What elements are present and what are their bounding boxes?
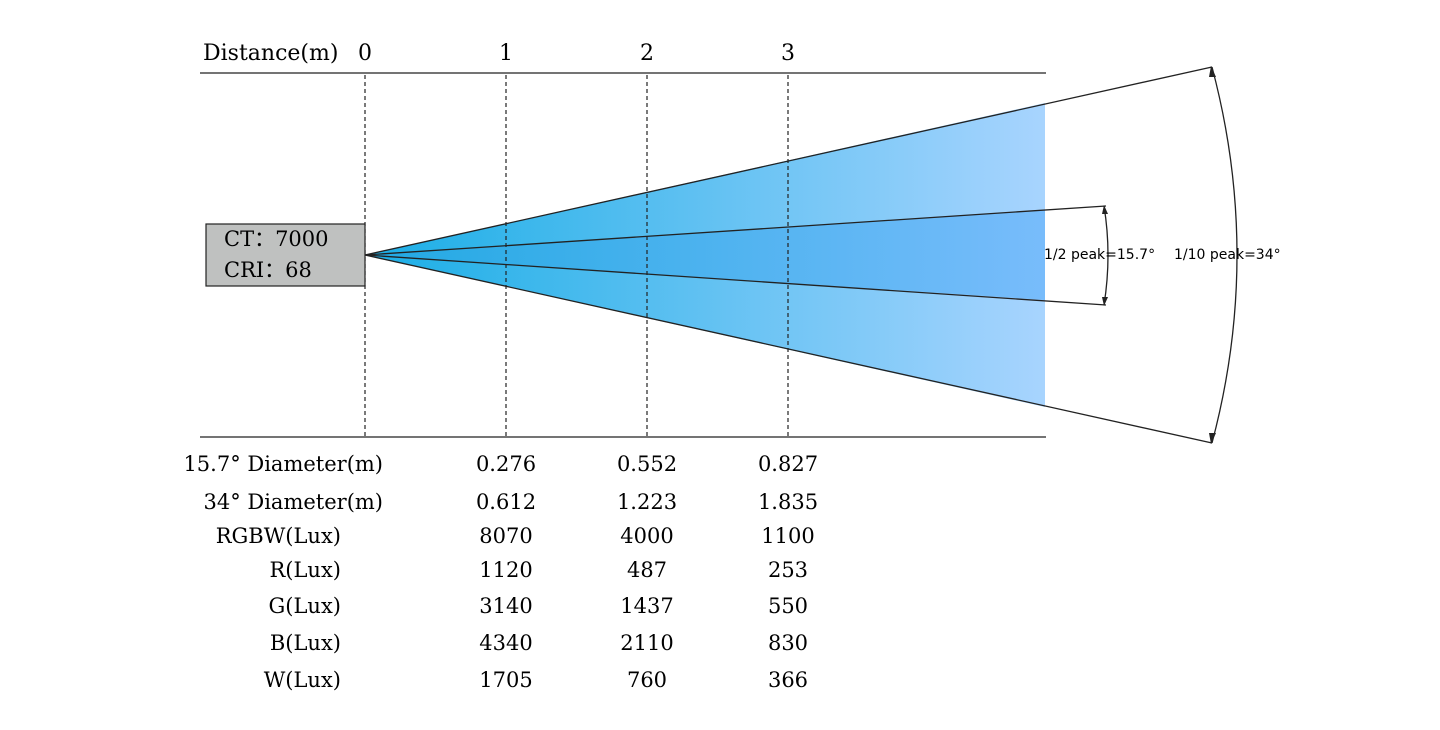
cell-r-3m: 253 — [768, 558, 808, 582]
cell-b-2m: 2110 — [620, 631, 673, 655]
light-source-box — [205, 223, 366, 287]
cell-rgbw-2m: 4000 — [620, 524, 673, 548]
cell-r-1m: 1120 — [479, 558, 532, 582]
row-label-rgbw-lux: RGBW(Lux) — [216, 524, 341, 548]
table-row: RGBW(Lux) 8070 4000 1100 — [216, 524, 815, 548]
cell-g-1m: 3140 — [479, 594, 532, 618]
cell-r-2m: 487 — [627, 558, 667, 582]
distance-tick-3: 3 — [781, 41, 795, 66]
cell-diameter-34-2m: 1.223 — [617, 490, 677, 514]
cell-g-3m: 550 — [768, 594, 808, 618]
cell-g-2m: 1437 — [620, 594, 673, 618]
row-label-r-lux: R(Lux) — [269, 558, 341, 582]
distance-tick-2: 2 — [640, 41, 654, 66]
half-peak-arrow-top — [1102, 205, 1108, 214]
row-label-w-lux: W(Lux) — [264, 668, 341, 692]
distance-tick-1: 1 — [499, 41, 513, 66]
outer-beam-bottom-edge — [364, 254, 1213, 444]
row-label-diameter-34: 34° Diameter(m) — [203, 490, 383, 514]
cell-rgbw-1m: 8070 — [479, 524, 532, 548]
row-label-g-lux: G(Lux) — [269, 594, 341, 618]
tenth-peak-arrow-bottom — [1209, 433, 1216, 444]
table-row: G(Lux) 3140 1437 550 — [269, 594, 809, 618]
row-label-b-lux: B(Lux) — [270, 631, 341, 655]
table-row: R(Lux) 1120 487 253 — [269, 558, 808, 582]
cell-diameter-15-7-2m: 0.552 — [617, 452, 677, 476]
cell-w-2m: 760 — [627, 668, 667, 692]
tenth-peak-arrow-top — [1209, 66, 1216, 77]
cell-w-3m: 366 — [768, 668, 808, 692]
tenth-peak-angle-arc — [1211, 66, 1238, 444]
distance-tick-0: 0 — [358, 41, 372, 66]
cell-diameter-34-1m: 0.612 — [476, 490, 536, 514]
half-peak-arrow-bottom — [1102, 297, 1108, 306]
cell-diameter-15-7-3m: 0.827 — [758, 452, 818, 476]
inner-beam-top-edge — [364, 205, 1107, 256]
cell-rgbw-3m: 1100 — [761, 524, 814, 548]
half-peak-angle-arc — [1103, 205, 1109, 306]
half-peak-label: 1/2 peak=15.7° — [1044, 247, 1155, 263]
outer-beam-top-edge — [364, 66, 1213, 256]
row-label-diameter-15-7: 15.7° Diameter(m) — [183, 452, 383, 476]
cell-diameter-15-7-1m: 0.276 — [476, 452, 536, 476]
table-row: 34° Diameter(m) 0.612 1.223 1.835 — [203, 490, 818, 514]
color-temperature-label: CT：7000 — [224, 227, 329, 251]
table-row: 15.7° Diameter(m) 0.276 0.552 0.827 — [183, 452, 818, 476]
cell-b-3m: 830 — [768, 631, 808, 655]
tenth-peak-label: 1/10 peak=34° — [1174, 247, 1281, 263]
inner-beam — [365, 210, 1045, 300]
cri-label: CRI：68 — [224, 258, 312, 282]
distance-label: Distance(m) — [203, 41, 338, 66]
cell-diameter-34-3m: 1.835 — [758, 490, 818, 514]
cell-b-1m: 4340 — [479, 631, 532, 655]
inner-beam-bottom-edge — [364, 254, 1107, 306]
table-row: W(Lux) 1705 760 366 — [264, 668, 808, 692]
cell-w-1m: 1705 — [479, 668, 532, 692]
table-row: B(Lux) 4340 2110 830 — [270, 631, 808, 655]
